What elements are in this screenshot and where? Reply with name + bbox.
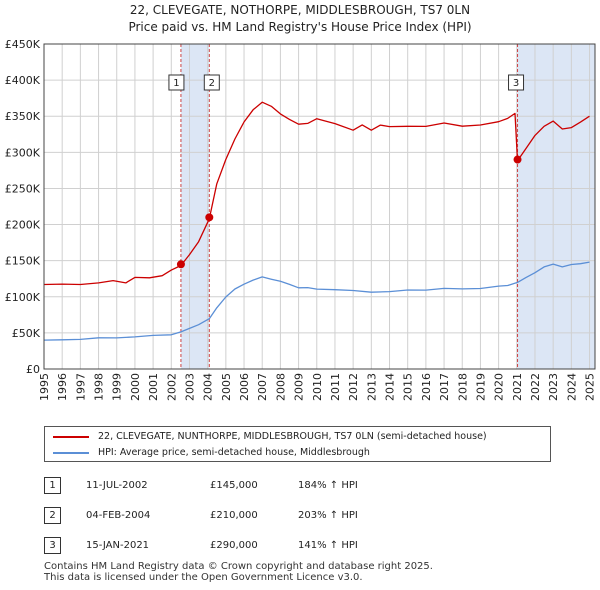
legend: 22, CLEVEGATE, NUNTHORPE, MIDDLESBROUGH,… xyxy=(44,426,551,462)
sale-hpi-change: 184% ↑ HPI xyxy=(298,479,358,491)
legend-label-property: 22, CLEVEGATE, NUNTHORPE, MIDDLESBROUGH,… xyxy=(98,431,487,442)
x-tick-label: 2011 xyxy=(329,373,342,401)
chart-title: 22, CLEVEGATE, NOTHORPE, MIDDLESBROUGH, … xyxy=(0,2,600,36)
y-tick-label: £100K xyxy=(5,291,41,304)
sale-hpi-change: 203% ↑ HPI xyxy=(298,509,358,521)
title-line-1: 22, CLEVEGATE, NOTHORPE, MIDDLESBROUGH, … xyxy=(129,3,471,17)
x-tick-label: 1999 xyxy=(111,373,124,401)
x-tick-label: 2015 xyxy=(402,373,415,401)
x-tick-label: 2016 xyxy=(420,373,433,401)
footer: Contains HM Land Registry data © Crown c… xyxy=(44,561,433,583)
sale-label-box xyxy=(168,74,185,91)
x-tick-label: 2002 xyxy=(165,373,178,401)
x-tick-label: 2007 xyxy=(256,373,269,401)
sale-shaded-band xyxy=(180,44,210,369)
sale-row: 2 04-FEB-2004 £210,000 203% ↑ HPI xyxy=(44,500,358,530)
x-tick-label: 2014 xyxy=(384,373,397,401)
sale-price: £145,000 xyxy=(210,479,258,491)
x-tick-label: 2000 xyxy=(129,373,142,401)
y-tick-label: £150K xyxy=(5,255,41,268)
x-tick-label: 2013 xyxy=(365,373,378,401)
y-tick-label: £50K xyxy=(12,327,41,340)
x-tick-label: 2019 xyxy=(474,373,487,401)
x-tick-label: 2006 xyxy=(238,373,251,401)
hpi-line xyxy=(43,261,590,341)
x-tick-label: 2003 xyxy=(183,373,196,401)
x-tick-label: 2005 xyxy=(220,373,233,401)
y-tick-label: £300K xyxy=(5,146,41,159)
sale-hpi-change: 141% ↑ HPI xyxy=(298,539,358,551)
sale-label-box xyxy=(203,74,220,91)
legend-swatch-property xyxy=(53,436,89,438)
sale-date: 04-FEB-2004 xyxy=(86,509,151,521)
sale-label-box xyxy=(508,74,525,91)
x-tick-label: 2012 xyxy=(347,373,360,401)
y-tick-label: £250K xyxy=(5,182,41,195)
x-tick-label: 1998 xyxy=(93,373,106,401)
y-tick-label: £450K xyxy=(5,38,41,51)
x-tick-label: 2008 xyxy=(274,373,287,401)
x-tick-label: 2024 xyxy=(565,373,578,401)
sale-label-number: 2 xyxy=(209,78,215,89)
x-tick-label: 2022 xyxy=(529,373,542,401)
sale-number-badge: 2 xyxy=(44,506,61,524)
sale-point xyxy=(513,155,522,164)
x-tick-label: 2018 xyxy=(456,373,469,401)
y-tick-label: £200K xyxy=(5,219,41,232)
x-tick-label: 2017 xyxy=(438,373,451,401)
footer-line-1: Contains HM Land Registry data © Crown c… xyxy=(44,561,433,572)
sale-date: 11-JUL-2002 xyxy=(86,479,148,491)
y-tick-label: £350K xyxy=(5,110,41,123)
sale-price: £290,000 xyxy=(210,539,258,551)
x-tick-label: 2020 xyxy=(493,373,506,401)
sale-row: 3 15-JAN-2021 £290,000 141% ↑ HPI xyxy=(44,530,358,560)
price-chart: £0 £50K £100K £150K £200K £250K £300K £350K £400… xyxy=(5,38,597,401)
sale-number-badge: 3 xyxy=(44,536,61,554)
x-tick-label: 1997 xyxy=(74,373,87,401)
y-tick-label: £400K xyxy=(5,74,41,87)
footer-line-2: This data is licensed under the Open Gov… xyxy=(44,572,363,583)
legend-label-hpi: HPI: Average price, semi-detached house,… xyxy=(98,447,370,458)
title-line-2: Price paid vs. HM Land Registry's House … xyxy=(128,20,472,34)
x-tick-label: 1995 xyxy=(38,373,51,401)
sale-date: 15-JAN-2021 xyxy=(86,539,150,551)
sale-price: £210,000 xyxy=(210,509,258,521)
sales-table: 1 11-JUL-2002 £145,000 184% ↑ HPI 2 04-F… xyxy=(44,470,358,560)
sale-point xyxy=(205,213,214,222)
x-tick-label: 2023 xyxy=(547,373,560,401)
x-tick-label: 2010 xyxy=(311,373,324,401)
x-tick-label: 2009 xyxy=(293,373,306,401)
x-tick-label: 1996 xyxy=(56,373,69,401)
sale-number-badge: 1 xyxy=(44,476,61,494)
sale-point xyxy=(176,260,185,269)
x-tick-label: 2025 xyxy=(584,373,597,401)
legend-swatch-hpi xyxy=(53,452,89,454)
sale-label-number: 1 xyxy=(173,78,179,89)
sale-label-number: 3 xyxy=(513,78,519,89)
y-tick-label: £0 xyxy=(26,363,40,376)
sale-row: 1 11-JUL-2002 £145,000 184% ↑ HPI xyxy=(44,470,358,500)
x-tick-label: 2001 xyxy=(147,373,160,401)
x-tick-label: 2021 xyxy=(511,373,524,401)
x-tick-label: 2004 xyxy=(202,373,215,401)
sale-shaded-band xyxy=(517,44,595,369)
